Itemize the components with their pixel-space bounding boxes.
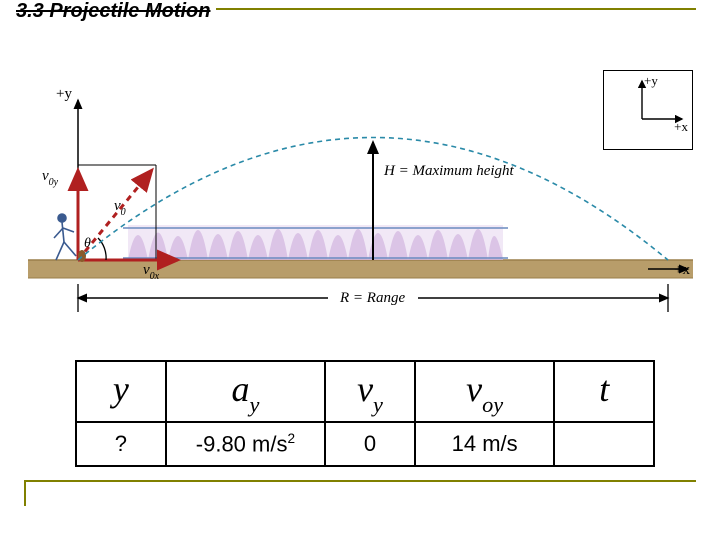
projectile-diagram: +y +x — [28, 70, 693, 330]
col-vy-header: vy — [325, 361, 415, 422]
v0-label: v0 — [114, 198, 126, 217]
section-frame-stub — [24, 480, 26, 506]
max-height-label: H = Maximum height — [384, 163, 514, 180]
ground-band — [28, 260, 693, 278]
cell-voy: 14 m/s — [415, 422, 555, 466]
cell-ay: -9.80 m/s2 — [166, 422, 325, 466]
v0y-label: v0y — [42, 168, 58, 187]
cell-y: ? — [76, 422, 166, 466]
section-frame-bottom — [24, 480, 696, 482]
col-y-header: y — [76, 361, 166, 422]
kicker-figure — [54, 214, 76, 260]
table-value-row: ? -9.80 m/s2 0 14 m/s — [76, 422, 654, 466]
col-voy-header: voy — [415, 361, 555, 422]
plus-x-label: +x — [674, 262, 690, 279]
theta-label: θ — [84, 236, 91, 252]
cell-vy: 0 — [325, 422, 415, 466]
kinematics-table: y ay vy voy t ? -9.80 m/s2 0 14 m/s — [75, 360, 655, 467]
cell-t — [554, 422, 654, 466]
v0x-label: v0x — [143, 262, 159, 281]
plus-y-label: +y — [56, 86, 72, 103]
col-t-header: t — [554, 361, 654, 422]
col-ay-header: ay — [166, 361, 325, 422]
section-title: 3.3 Projectile Motion — [10, 0, 216, 23]
range-label: R = Range — [340, 290, 405, 307]
table-header-row: y ay vy voy t — [76, 361, 654, 422]
